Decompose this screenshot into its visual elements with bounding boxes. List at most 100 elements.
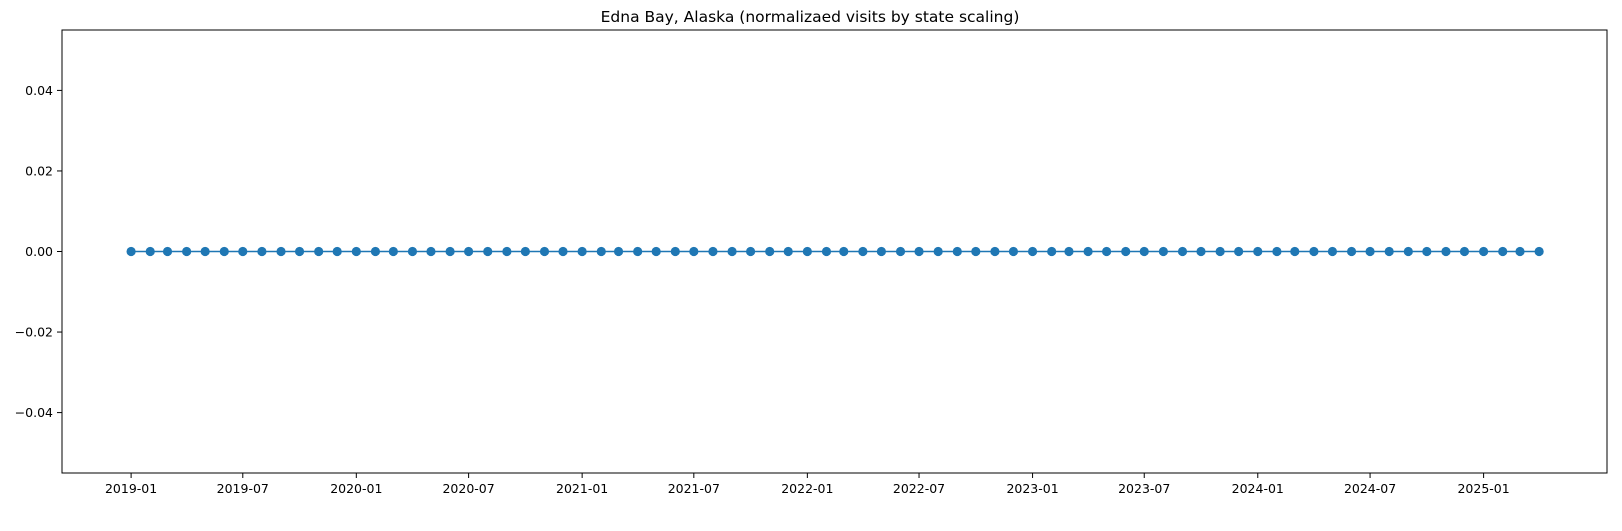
data-point bbox=[651, 246, 661, 257]
data-point bbox=[1272, 246, 1282, 257]
data-point bbox=[370, 246, 381, 257]
data-point bbox=[858, 246, 868, 257]
x-tick-label: 2024-07 bbox=[1344, 481, 1396, 496]
data-point bbox=[219, 246, 229, 257]
data-point bbox=[689, 246, 699, 257]
data-point bbox=[238, 246, 248, 257]
data-point bbox=[1459, 246, 1470, 257]
x-tick-label: 2022-07 bbox=[893, 481, 945, 496]
data-point bbox=[708, 246, 718, 257]
data-point bbox=[1158, 246, 1168, 257]
x-tick-label: 2024-01 bbox=[1232, 481, 1284, 496]
data-point bbox=[1139, 246, 1149, 257]
data-point bbox=[464, 246, 474, 257]
data-point bbox=[126, 246, 136, 257]
data-point bbox=[1384, 246, 1394, 257]
data-point bbox=[314, 246, 324, 257]
data-point bbox=[200, 246, 210, 257]
data-point bbox=[145, 246, 155, 257]
plot-area-frame bbox=[61, 29, 1608, 474]
data-point bbox=[294, 246, 305, 257]
y-axis: 0.04 0.02 0.00 −0.02 −0.04 bbox=[15, 83, 62, 420]
data-point bbox=[745, 246, 756, 257]
data-point bbox=[426, 246, 436, 257]
data-point bbox=[1196, 246, 1206, 257]
data-point bbox=[1064, 246, 1074, 257]
x-axis: 2019-01 2019-07 2020-01 2020-07 2021-01 2021-… bbox=[105, 473, 1510, 496]
data-point bbox=[388, 246, 398, 257]
data-point bbox=[952, 246, 962, 257]
data-point bbox=[539, 246, 550, 257]
data-point bbox=[502, 246, 512, 257]
data-point bbox=[613, 246, 624, 257]
x-tick-label: 2022-01 bbox=[781, 481, 833, 496]
x-tick-label: 2023-07 bbox=[1118, 481, 1170, 496]
x-tick-label: 2021-01 bbox=[556, 481, 608, 496]
data-point bbox=[1215, 246, 1225, 257]
y-tick-label: 0.02 bbox=[25, 163, 53, 178]
data-point bbox=[783, 246, 793, 257]
data-point bbox=[895, 246, 906, 257]
data-point bbox=[558, 246, 568, 257]
data-point bbox=[276, 246, 286, 257]
data-point bbox=[351, 246, 361, 257]
data-point bbox=[933, 246, 943, 257]
data-point bbox=[1327, 246, 1338, 257]
data-point bbox=[520, 246, 530, 257]
data-point bbox=[162, 246, 173, 257]
data-point bbox=[1365, 246, 1375, 257]
data-point bbox=[1309, 246, 1319, 257]
data-point bbox=[633, 246, 643, 257]
data-point bbox=[257, 246, 267, 257]
x-tick-label: 2019-07 bbox=[217, 481, 269, 496]
data-point bbox=[876, 246, 886, 257]
data-point bbox=[1177, 246, 1188, 257]
data-point bbox=[407, 246, 418, 257]
data-point bbox=[1515, 246, 1525, 257]
x-tick-label: 2021-07 bbox=[668, 481, 720, 496]
data-point bbox=[1083, 246, 1093, 257]
data-point bbox=[182, 246, 192, 257]
y-tick-label: 0.04 bbox=[25, 83, 53, 98]
data-point bbox=[1121, 246, 1131, 257]
data-point bbox=[1422, 246, 1432, 257]
data-point bbox=[802, 246, 812, 257]
data-point bbox=[1403, 246, 1413, 257]
data-point bbox=[332, 246, 342, 257]
y-tick-label: −0.02 bbox=[15, 325, 53, 340]
data-point bbox=[971, 246, 981, 257]
data-point bbox=[1008, 246, 1019, 257]
data-point bbox=[1027, 246, 1038, 257]
series-layer bbox=[126, 246, 1544, 257]
x-tick-label: 2023-01 bbox=[1006, 481, 1058, 496]
chart-title: Edna Bay, Alaska (normalizaed visits by … bbox=[601, 8, 1020, 26]
data-point bbox=[1479, 246, 1489, 257]
data-point bbox=[1498, 246, 1508, 257]
data-point bbox=[765, 246, 775, 257]
data-point bbox=[990, 246, 1000, 257]
data-point bbox=[596, 246, 606, 257]
data-point bbox=[727, 246, 737, 257]
data-point bbox=[1102, 246, 1112, 257]
data-point bbox=[1234, 246, 1244, 257]
data-point bbox=[839, 246, 849, 257]
data-point bbox=[1047, 246, 1057, 257]
x-tick-label: 2025-01 bbox=[1457, 481, 1509, 496]
data-point bbox=[914, 246, 924, 257]
data-point bbox=[1441, 246, 1451, 257]
data-point bbox=[670, 246, 680, 257]
x-tick-label: 2020-07 bbox=[442, 481, 494, 496]
y-tick-label: −0.04 bbox=[15, 405, 53, 420]
data-point bbox=[577, 246, 587, 257]
x-tick-label: 2019-01 bbox=[105, 481, 157, 496]
x-tick-label: 2020-01 bbox=[330, 481, 382, 496]
data-point bbox=[483, 246, 493, 257]
data-point bbox=[1534, 246, 1544, 257]
data-point bbox=[1346, 246, 1357, 257]
y-tick-label: 0.00 bbox=[25, 244, 53, 259]
data-point bbox=[1290, 246, 1300, 257]
data-point bbox=[821, 246, 832, 257]
data-point bbox=[445, 246, 455, 257]
